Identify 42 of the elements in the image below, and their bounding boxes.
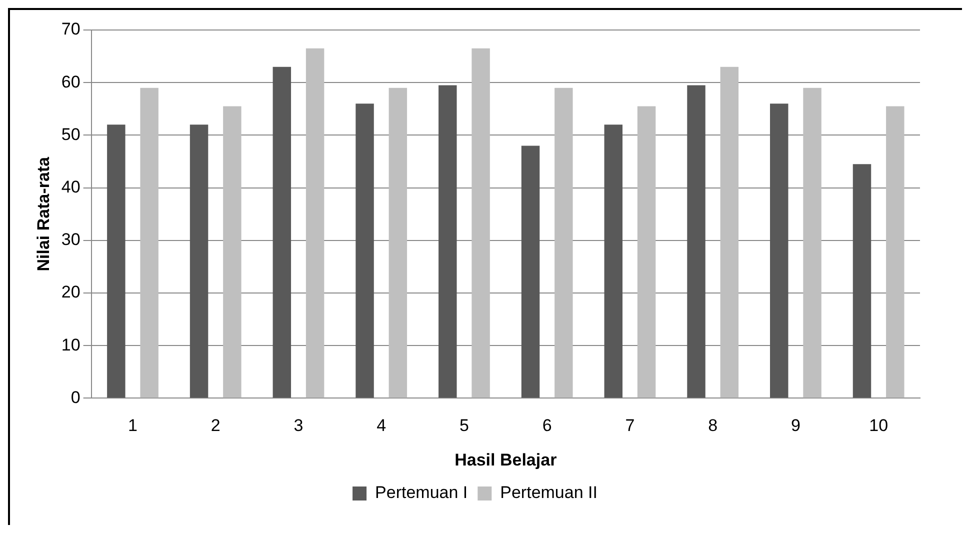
bar [554,88,573,398]
bar [356,104,374,398]
x-tick-label: 1 [128,416,138,436]
y-tick-label: 70 [61,20,80,39]
x-tick-label: 3 [294,416,304,436]
bar [190,124,208,398]
bar [272,66,292,398]
x-tick-label: 8 [708,416,718,436]
x-tick-label: 10 [869,416,888,436]
y-tick-label: 20 [61,282,80,302]
bar [521,146,540,398]
x-tick-label: 6 [542,416,552,436]
bar [472,48,490,398]
bar [140,88,158,398]
y-axis-title: Nilai Rata-rata [34,156,53,272]
y-tick-label: 0 [70,388,80,407]
y-tick-label: 40 [61,177,80,196]
x-tick-label: 4 [376,416,386,436]
x-tick-label: 5 [459,416,469,436]
bar [720,66,739,398]
legend-label: Pertemuan I [375,483,468,502]
bar [803,88,822,398]
bar [604,124,622,398]
legend-label: Pertemuan II [500,483,598,502]
y-tick-label: 10 [61,335,80,354]
bar [687,85,706,398]
y-tick-label: 60 [61,72,80,92]
bar [306,48,324,398]
x-tick-label: 7 [625,416,635,436]
bar [637,106,656,398]
x-tick-label: 9 [790,416,800,436]
y-tick-label: 30 [61,230,80,250]
x-tick-label: 2 [210,416,220,436]
bar [107,124,126,398]
x-axis-title: Hasil Belajar [454,450,558,470]
bar [438,85,457,398]
bar [223,106,242,398]
bar [388,88,408,398]
y-tick-label: 50 [61,124,80,144]
bar [770,104,788,398]
bar [886,106,904,398]
bar [852,164,872,398]
